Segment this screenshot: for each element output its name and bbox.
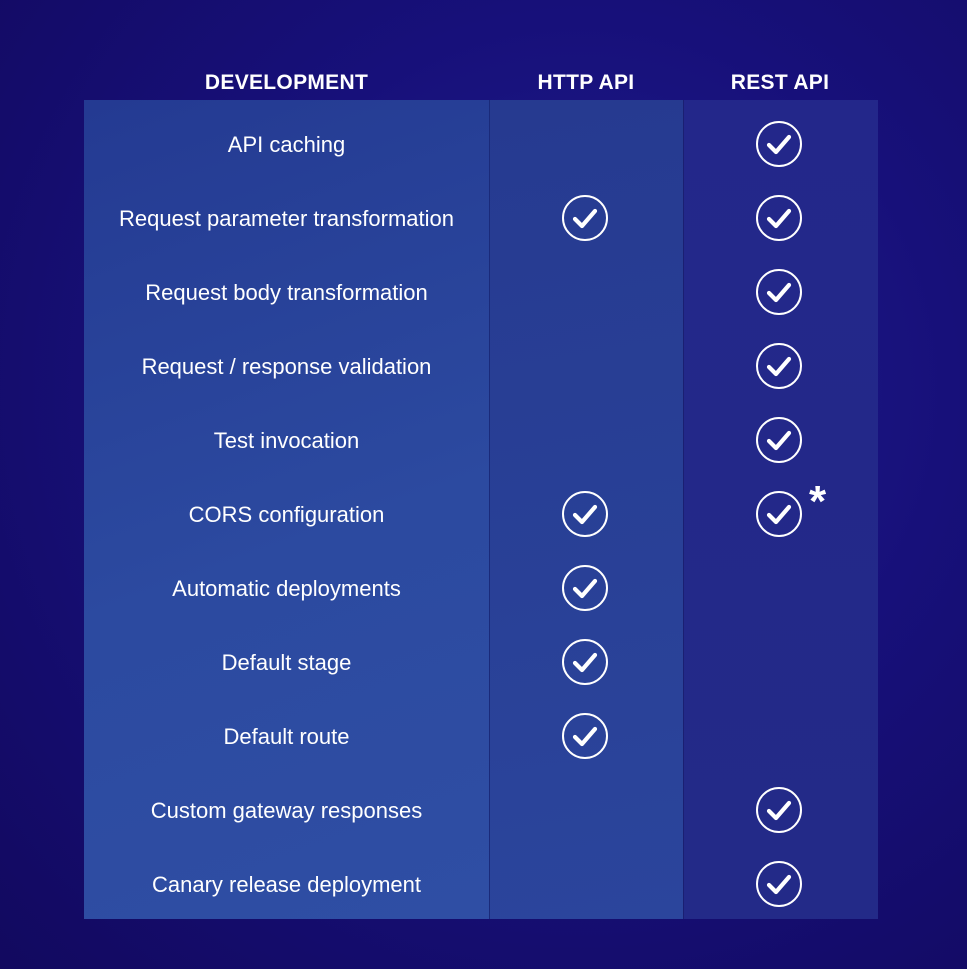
http-api-cell [489,478,683,552]
rest-api-cell [683,108,877,182]
http-api-cell [489,552,683,626]
table-row: Test invocation [84,404,877,478]
comparison-table: API caching Request parameter transformat… [84,100,878,922]
feature-label: Request / response validation [141,354,432,379]
http-api-cell [489,330,683,404]
rest-api-cell [683,552,877,626]
http-api-cell [489,182,683,256]
check-circle-icon [756,787,802,833]
table-row: Request / response validation [84,330,877,404]
http-api-cell [489,848,683,922]
rest-api-cell [683,256,877,330]
table-row: CORS configuration * [84,478,877,552]
feature-label: Automatic deployments [172,576,401,601]
check-circle-icon [756,861,802,907]
check-circle-icon [562,713,608,759]
feature-label: API caching [227,132,346,157]
http-api-cell [489,626,683,700]
rest-api-cell [683,626,877,700]
feature-label: Custom gateway responses [150,798,423,823]
table-row: Default route [84,700,877,774]
check-circle-icon [562,195,608,241]
http-api-cell [489,700,683,774]
table-row: Request parameter transformation [84,182,877,256]
feature-label: Default stage [221,650,352,675]
http-api-cell [489,256,683,330]
rest-api-cell [683,330,877,404]
check-circle-icon [756,343,802,389]
http-api-cell [489,108,683,182]
check-circle-icon [562,565,608,611]
table-row: Custom gateway responses [84,774,877,848]
feature-label: Default route [223,724,350,749]
table-row: Request body transformation [84,256,877,330]
rest-api-cell [683,404,877,478]
feature-label: Test invocation [213,428,360,453]
table-row: Default stage [84,626,877,700]
check-circle-icon [756,269,802,315]
rest-api-cell [683,182,877,256]
check-circle-icon [756,121,802,167]
column-headers: DEVELOPMENT HTTP API REST API [0,68,967,100]
feature-label: CORS configuration [188,502,385,527]
feature-label: Canary release deployment [151,872,422,897]
table-row: Automatic deployments [84,552,877,626]
rest-api-cell: * [683,478,877,552]
feature-label: Request body transformation [145,280,428,305]
check-circle-icon [756,195,802,241]
table-row: API caching [84,108,877,182]
http-api-cell [489,404,683,478]
header-rest-api: REST API [730,71,830,94]
table-row: Canary release deployment [84,848,877,922]
check-circle-icon [756,417,802,463]
development-column [84,100,489,919]
rest-api-cell [683,700,877,774]
check-circle-icon [562,639,608,685]
header-http-api: HTTP API [537,71,635,94]
rest-api-cell [683,848,877,922]
check-circle-icon [756,491,802,537]
feature-label: Request parameter transformation [118,206,455,231]
footnote-asterisk: * [809,477,827,526]
http-api-cell [489,774,683,848]
check-circle-icon [562,491,608,537]
rest-api-cell [683,774,877,848]
header-development: DEVELOPMENT [204,71,369,94]
